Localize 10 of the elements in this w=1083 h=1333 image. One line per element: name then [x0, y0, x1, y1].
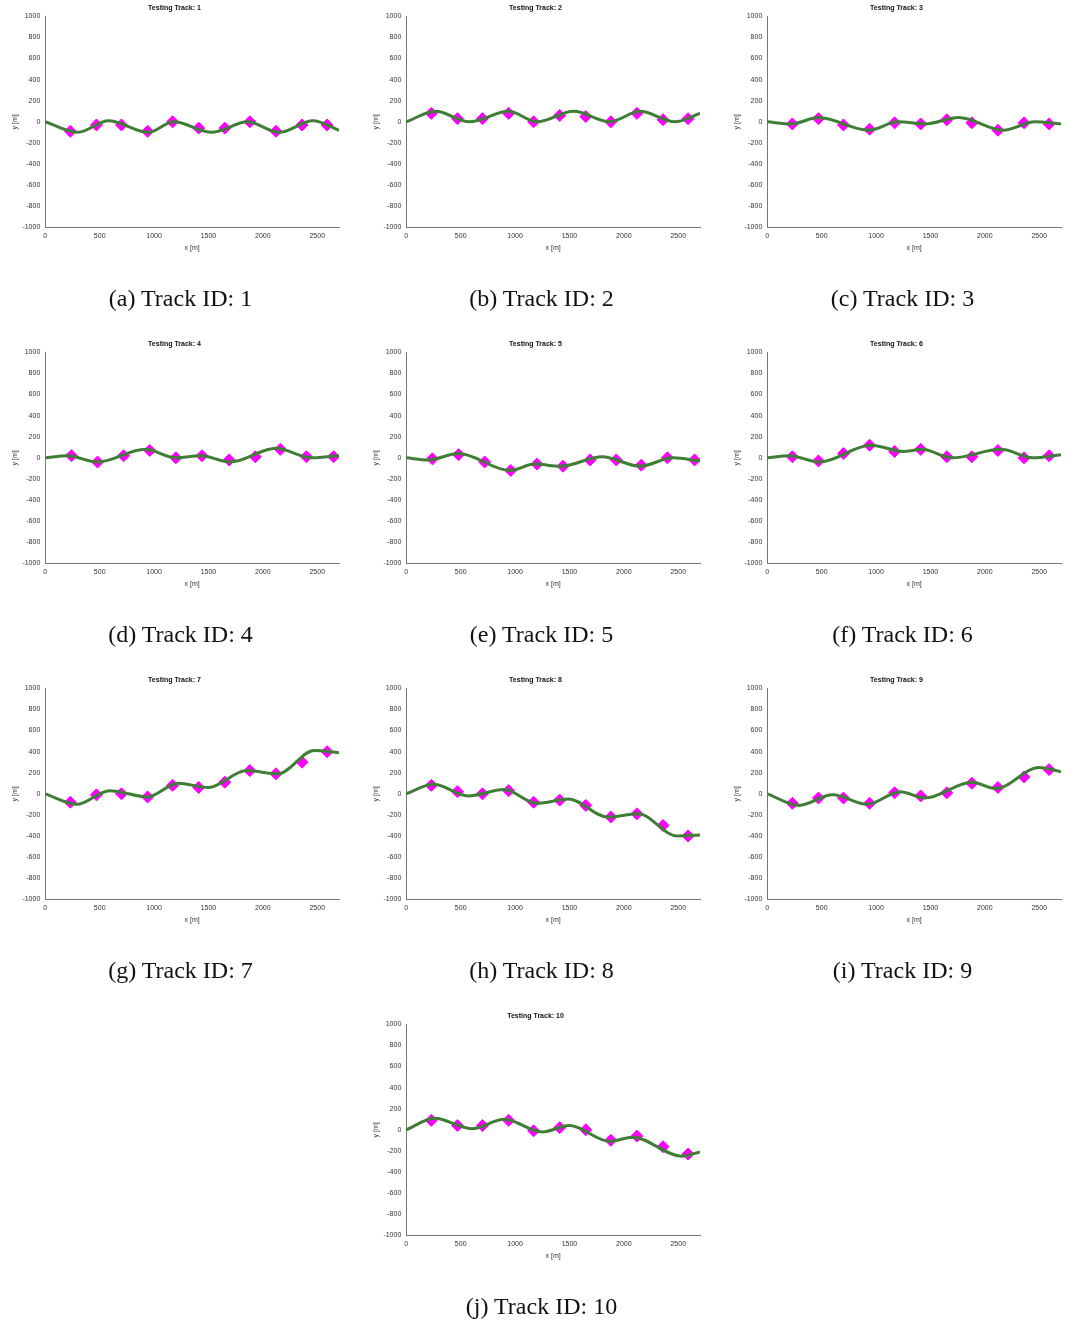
text: (c) Track ID: 3 — [830, 285, 975, 312]
text: (d) Track ID: 4 — [108, 621, 253, 648]
text: (f) Track ID: 6 — [832, 621, 973, 648]
text: (j) Track ID: 10 — [465, 1293, 618, 1320]
text: (b) Track ID: 2 — [469, 285, 614, 312]
text: (e) Track ID: 5 — [469, 621, 614, 648]
text: (a) Track ID: 1 — [108, 285, 253, 312]
text: (i) Track ID: 9 — [832, 957, 973, 984]
text: (g) Track ID: 7 — [108, 957, 253, 984]
text: (h) Track ID: 8 — [469, 957, 614, 984]
